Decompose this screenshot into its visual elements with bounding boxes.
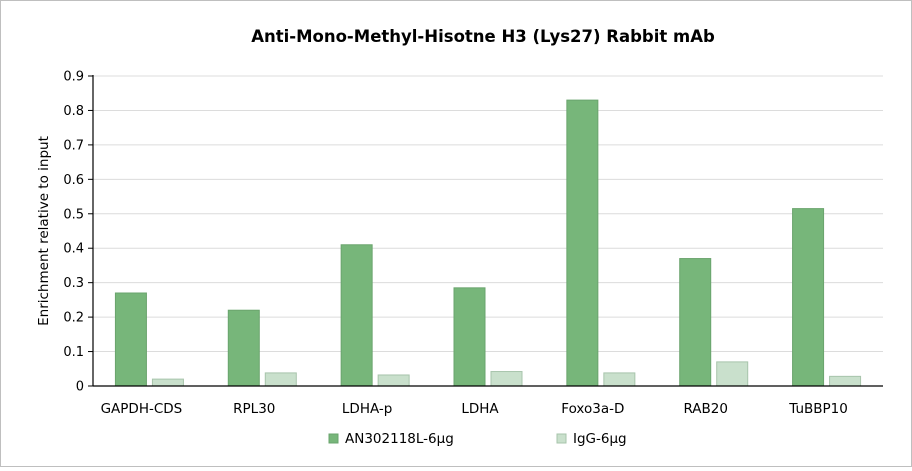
x-category-label: RAB20 — [683, 401, 728, 417]
bar-igg-tubbp10 — [829, 375, 862, 387]
y-tick-label: 0.2 — [63, 311, 84, 326]
bar-an302118l-rpl30 — [227, 309, 260, 387]
bar-an302118l-tubbp10 — [792, 208, 825, 387]
bar-igg-rab20 — [716, 361, 749, 387]
y-tick-label: 0.8 — [63, 104, 84, 119]
bar-an302118l-foxo3a-d — [566, 99, 599, 387]
y-tick-labels: 0 0.1 0.2 0.3 0.4 0.5 0.6 0.7 0.8 0.9 — [63, 70, 84, 395]
bar-igg-foxo3a-d — [603, 372, 636, 387]
bar-an302118l-ldha-p — [340, 244, 373, 387]
legend-swatch — [328, 433, 339, 444]
bar-igg-ldha-p — [377, 374, 410, 387]
grid-lines — [93, 75, 883, 353]
x-category-label: Foxo3a-D — [561, 401, 624, 417]
y-tick-label: 0.4 — [63, 242, 84, 257]
y-tick-label: 0.6 — [63, 173, 84, 188]
x-category-label: TuBBP10 — [788, 401, 848, 417]
y-tick-label: 0.3 — [63, 276, 84, 291]
chart-title: Anti-Mono-Methyl-Hisotne H3 (Lys27) Rabb… — [251, 27, 715, 46]
y-axis-label: Enrichment relative to input — [36, 136, 52, 326]
bar-igg-rpl30 — [264, 372, 297, 387]
y-tick-label: 0.1 — [63, 345, 84, 360]
x-category-label: RPL30 — [233, 401, 275, 417]
bar-igg-gapdh-cds — [151, 378, 184, 387]
x-category-label: LDHA-p — [342, 401, 392, 417]
bar-an302118l-ldha — [453, 287, 486, 387]
y-tick-label: 0.5 — [63, 207, 84, 222]
bars — [114, 99, 862, 387]
bar-an302118l-gapdh-cds — [114, 292, 147, 387]
x-category-labels: GAPDH-CDS RPL30 LDHA-p LDHA Foxo3a-D RAB20 TuB… — [101, 401, 848, 417]
legend-label: AN302118L-6μg — [345, 431, 454, 447]
y-tick-label: 0.7 — [63, 138, 84, 153]
axes — [88, 75, 883, 387]
x-category-label: LDHA — [461, 401, 499, 417]
legend-label: IgG-6μg — [573, 431, 627, 447]
bar-igg-ldha — [490, 371, 523, 387]
legend-swatch — [556, 433, 567, 444]
y-tick-label: 0.9 — [63, 70, 84, 85]
y-tick-label: 0 — [76, 380, 84, 395]
bar-an302118l-rab20 — [679, 258, 712, 387]
x-category-label: GAPDH-CDS — [101, 401, 183, 417]
legend: AN302118L-6μg IgG-6μg — [328, 431, 627, 447]
